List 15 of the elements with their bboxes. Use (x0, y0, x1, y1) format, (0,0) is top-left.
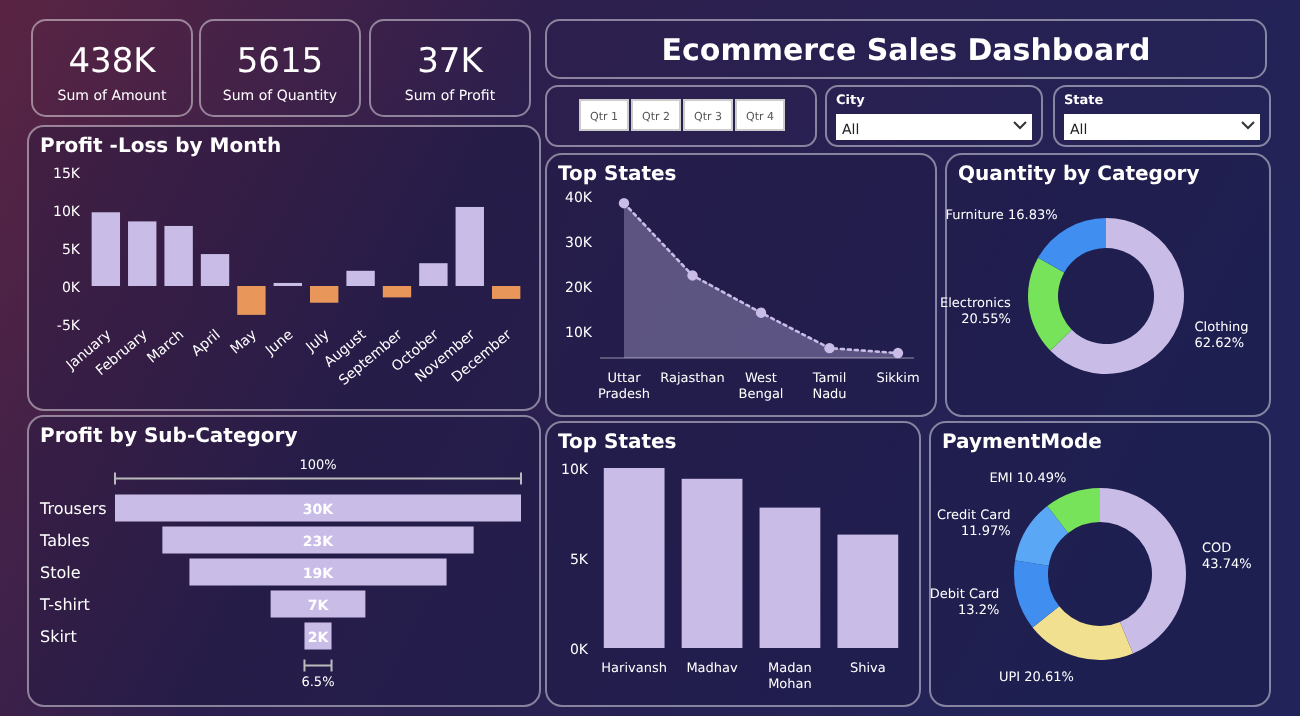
text: 5615 (236, 42, 324, 82)
text: 438K (68, 42, 158, 82)
chart-title: Quantity by Category (958, 164, 1201, 186)
category-label: Stole (40, 564, 81, 582)
chart-title: PaymentMode (942, 432, 1103, 454)
text: Profit by Sub-Category (40, 426, 299, 448)
chart-title: Top States (558, 432, 677, 454)
chart-title: Top States (558, 164, 677, 186)
category-label: Tables (38, 532, 90, 550)
category-label: T-shirt (38, 596, 90, 614)
text: 37K (417, 42, 485, 82)
category-label: Trousers (38, 500, 107, 518)
chart-title: Profit -Loss by Month (40, 136, 282, 158)
category-label: Skirt (40, 628, 77, 646)
text: Ecommerce Sales Dashboard (661, 32, 1151, 68)
